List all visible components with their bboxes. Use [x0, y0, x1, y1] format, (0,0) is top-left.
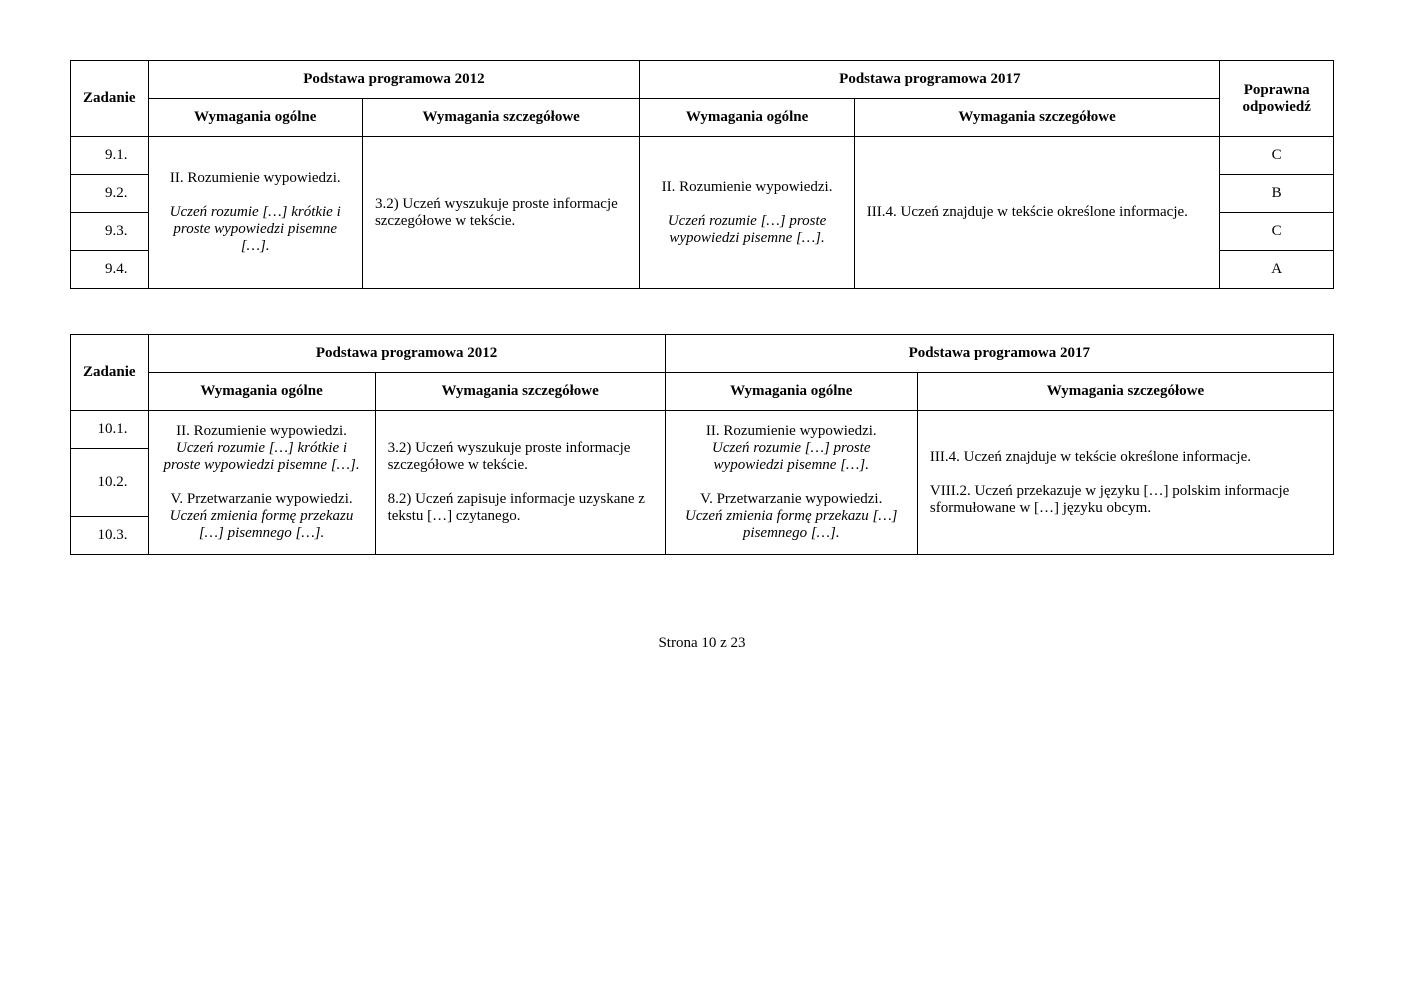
header-wym-ogolne-2012: Wymagania ogólne	[148, 99, 362, 137]
header-wym-ogolne-2012: Wymagania ogólne	[148, 373, 375, 411]
header-wym-ogolne-2017: Wymagania ogólne	[665, 373, 917, 411]
header-wym-szczegolowe-2012: Wymagania szczegółowe	[375, 373, 665, 411]
header-zadanie: Zadanie	[71, 335, 149, 411]
wym-ogolne-2017-cell: II. Rozumienie wypowiedzi. Uczeń rozumie…	[640, 137, 854, 289]
wym-ogolne-2017-italic: Uczeń rozumie […] proste wypowiedzi pise…	[668, 213, 826, 246]
answer-cell: B	[1220, 175, 1334, 213]
wym-ogolne-2012-cell: II. Rozumienie wypowiedzi. Uczeń rozumie…	[148, 137, 362, 289]
wym-szczegolowe-2012-2: 8.2) Uczeń zapisuje informacje uzyskane …	[388, 491, 645, 524]
wym-szczegolowe-2017-2: VIII.2. Uczeń przekazuje w języku […] po…	[930, 483, 1289, 516]
wym-ogolne-2012-r1-italic: Uczeń rozumie […] krótkie i proste wypow…	[163, 440, 359, 473]
wym-ogolne-2017-r1-italic: Uczeń rozumie […] proste wypowiedzi pise…	[712, 440, 870, 473]
wym-ogolne-2017-cell: II. Rozumienie wypowiedzi. Uczeń rozumie…	[665, 411, 917, 555]
answer-cell: C	[1220, 137, 1334, 175]
page-footer: Strona 10 z 23	[70, 635, 1334, 652]
wym-ogolne-2012-r1-main: II. Rozumienie wypowiedzi.	[176, 423, 347, 439]
header-wym-szczegolowe-2012: Wymagania szczegółowe	[362, 99, 639, 137]
header-pp2012: Podstawa programowa 2012	[148, 61, 640, 99]
wym-szczegolowe-2012-1: 3.2) Uczeń wyszukuje proste informacje s…	[388, 440, 631, 473]
wym-ogolne-2017-r1-main: II. Rozumienie wypowiedzi.	[706, 423, 877, 439]
header-poprawna: Poprawna odpowiedź	[1220, 61, 1334, 137]
header-wym-szczegolowe-2017: Wymagania szczegółowe	[917, 373, 1333, 411]
wym-ogolne-2017-r2-main: V. Przetwarzanie wypowiedzi.	[700, 491, 882, 507]
wym-ogolne-2017-main: II. Rozumienie wypowiedzi.	[662, 179, 833, 195]
wym-ogolne-2017-r2-italic: Uczeń zmienia formę przekazu […] pisemne…	[685, 508, 897, 541]
task-id: 9.1.	[71, 137, 149, 175]
task-id: 9.3.	[71, 213, 149, 251]
table-row: 9.1. II. Rozumienie wypowiedzi. Uczeń ro…	[71, 137, 1334, 175]
task-id: 10.3.	[71, 517, 149, 555]
table-zadanie-10: Zadanie Podstawa programowa 2012 Podstaw…	[70, 334, 1334, 555]
header-pp2012: Podstawa programowa 2012	[148, 335, 665, 373]
table-zadanie-9: Zadanie Podstawa programowa 2012 Podstaw…	[70, 60, 1334, 289]
task-id: 9.4.	[71, 251, 149, 289]
wym-ogolne-2012-r2-italic: Uczeń zmienia formę przekazu […] pisemne…	[170, 508, 354, 541]
wym-szczegolowe-2017-1: III.4. Uczeń znajduje w tekście określon…	[930, 449, 1251, 465]
header-wym-szczegolowe-2017: Wymagania szczegółowe	[854, 99, 1220, 137]
wym-szczegolowe-2017-cell: III.4. Uczeń znajduje w tekście określon…	[917, 411, 1333, 555]
answer-cell: C	[1220, 213, 1334, 251]
task-id: 10.2.	[71, 449, 149, 517]
header-wym-ogolne-2017: Wymagania ogólne	[640, 99, 854, 137]
task-id: 10.1.	[71, 411, 149, 449]
answer-cell: A	[1220, 251, 1334, 289]
wym-ogolne-2012-r2-main: V. Przetwarzanie wypowiedzi.	[170, 491, 352, 507]
wym-ogolne-2012-cell: II. Rozumienie wypowiedzi. Uczeń rozumie…	[148, 411, 375, 555]
wym-ogolne-2012-italic: Uczeń rozumie […] krótkie i proste wypow…	[170, 204, 341, 254]
table-row: 10.1. II. Rozumienie wypowiedzi. Uczeń r…	[71, 411, 1334, 449]
header-pp2017: Podstawa programowa 2017	[640, 61, 1220, 99]
header-pp2017: Podstawa programowa 2017	[665, 335, 1333, 373]
header-zadanie: Zadanie	[71, 61, 149, 137]
wym-szczegolowe-2012-cell: 3.2) Uczeń wyszukuje proste informacje s…	[362, 137, 639, 289]
wym-szczegolowe-2017-cell: III.4. Uczeń znajduje w tekście określon…	[854, 137, 1220, 289]
wym-szczegolowe-2012-cell: 3.2) Uczeń wyszukuje proste informacje s…	[375, 411, 665, 555]
task-id: 9.2.	[71, 175, 149, 213]
wym-ogolne-2012-main: II. Rozumienie wypowiedzi.	[170, 170, 341, 186]
